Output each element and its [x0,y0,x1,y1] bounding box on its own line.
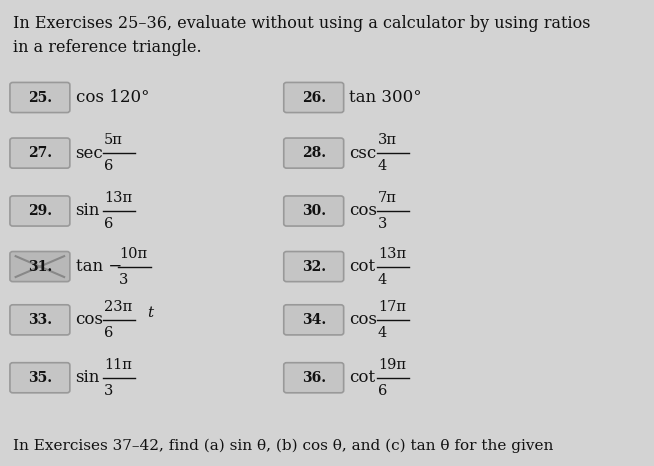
Text: 3π: 3π [378,133,397,147]
Text: 11π: 11π [104,358,132,372]
Text: 3: 3 [378,217,387,231]
Text: 13π: 13π [104,191,132,205]
Text: 7π: 7π [378,191,397,205]
Text: sin: sin [76,369,100,386]
Text: tan 300°: tan 300° [349,89,422,106]
Text: 32.: 32. [301,260,326,274]
FancyBboxPatch shape [284,252,343,281]
Text: cos: cos [349,203,377,219]
Text: In Exercises 25–36, evaluate without using a calculator by using ratios
in a ref: In Exercises 25–36, evaluate without usi… [13,15,591,56]
FancyBboxPatch shape [10,196,70,226]
Text: csc: csc [349,144,377,162]
Text: 4: 4 [378,326,387,340]
Text: 5π: 5π [104,133,123,147]
Text: 29.: 29. [28,204,52,218]
Text: 27.: 27. [28,146,52,160]
Text: sin: sin [76,203,100,219]
Text: cos: cos [76,311,103,329]
FancyBboxPatch shape [284,196,343,226]
Text: 28.: 28. [301,146,326,160]
Text: 3: 3 [119,273,129,287]
FancyBboxPatch shape [10,305,70,335]
Text: 34.: 34. [301,313,326,327]
FancyBboxPatch shape [10,252,70,281]
Text: cos 120°: cos 120° [76,89,149,106]
FancyBboxPatch shape [10,363,70,393]
Text: cos: cos [349,311,377,329]
Text: 10π: 10π [119,247,147,260]
FancyBboxPatch shape [284,363,343,393]
Text: t: t [147,306,153,320]
Text: 17π: 17π [378,300,406,314]
Text: cot: cot [349,369,375,386]
Text: 6: 6 [104,326,113,340]
Text: 26.: 26. [301,90,326,104]
FancyBboxPatch shape [10,82,70,113]
Text: 23π: 23π [104,300,132,314]
Text: cot: cot [349,258,375,275]
FancyBboxPatch shape [284,138,343,168]
FancyBboxPatch shape [284,82,343,113]
Text: 4: 4 [378,273,387,287]
Text: 33.: 33. [28,313,52,327]
Text: 3: 3 [104,384,113,397]
Text: 31.: 31. [27,260,52,274]
Text: tan −: tan − [76,258,122,275]
Text: 13π: 13π [378,247,406,260]
Text: 4: 4 [378,159,387,173]
Text: sec: sec [76,144,103,162]
Text: 6: 6 [378,384,387,397]
Text: 30.: 30. [301,204,326,218]
Text: In Exercises 37–42, find (a) sin θ, (b) cos θ, and (c) tan θ for the given: In Exercises 37–42, find (a) sin θ, (b) … [13,439,553,453]
Text: 36.: 36. [301,371,326,385]
FancyBboxPatch shape [284,305,343,335]
Text: 19π: 19π [378,358,406,372]
Text: 6: 6 [104,159,113,173]
Text: 6: 6 [104,217,113,231]
Text: 35.: 35. [28,371,52,385]
FancyBboxPatch shape [10,138,70,168]
Text: 25.: 25. [28,90,52,104]
